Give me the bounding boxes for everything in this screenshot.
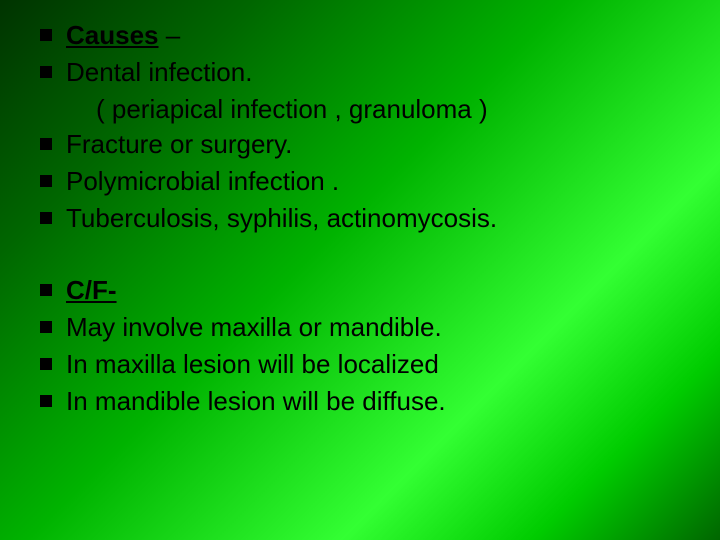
list-item: May involve maxilla or mandible. xyxy=(40,310,690,345)
list-item: In maxilla lesion will be localized xyxy=(40,347,690,382)
bullet-text: Tuberculosis, syphilis, actinomycosis. xyxy=(66,201,690,236)
section-gap xyxy=(40,239,690,273)
list-item: Tuberculosis, syphilis, actinomycosis. xyxy=(40,201,690,236)
square-bullet-icon xyxy=(40,138,52,150)
list-item: Causes – xyxy=(40,18,690,53)
square-bullet-icon xyxy=(40,66,52,78)
list-item: Fracture or surgery. xyxy=(40,127,690,162)
square-bullet-icon xyxy=(40,175,52,187)
bullet-text: Dental infection. xyxy=(66,55,690,90)
heading-suffix: – xyxy=(159,20,181,50)
bullet-text: Fracture or surgery. xyxy=(66,127,690,162)
bullet-text: In maxilla lesion will be localized xyxy=(66,347,690,382)
bullet-text: Polymicrobial infection . xyxy=(66,164,690,199)
square-bullet-icon xyxy=(40,358,52,370)
list-item: In mandible lesion will be diffuse. xyxy=(40,384,690,419)
square-bullet-icon xyxy=(40,212,52,224)
list-item: C/F- xyxy=(40,273,690,308)
list-item: Polymicrobial infection . xyxy=(40,164,690,199)
square-bullet-icon xyxy=(40,321,52,333)
sub-text: ( periapical infection , granuloma ) xyxy=(40,92,690,127)
slide: Causes – Dental infection. ( periapical … xyxy=(0,0,720,540)
bullet-text: Causes – xyxy=(66,18,690,53)
bullet-text: May involve maxilla or mandible. xyxy=(66,310,690,345)
square-bullet-icon xyxy=(40,29,52,41)
bullet-text: C/F- xyxy=(66,273,690,308)
square-bullet-icon xyxy=(40,284,52,296)
section-heading: Causes xyxy=(66,20,159,50)
section-heading: C/F- xyxy=(66,275,117,305)
bullet-text: In mandible lesion will be diffuse. xyxy=(66,384,690,419)
list-item: Dental infection. xyxy=(40,55,690,90)
square-bullet-icon xyxy=(40,395,52,407)
